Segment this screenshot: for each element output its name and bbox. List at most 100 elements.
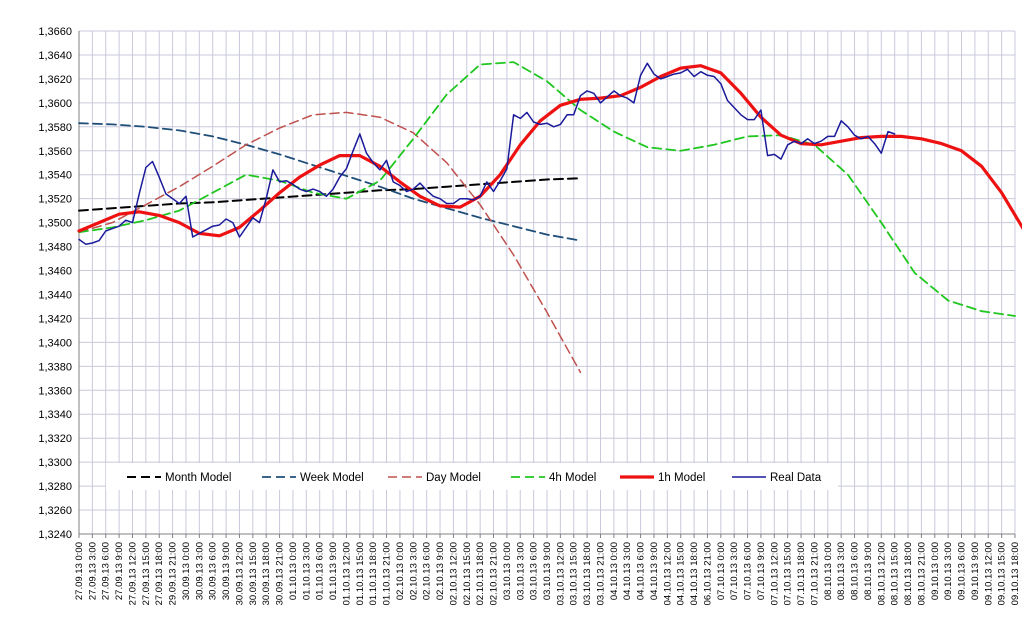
- series-month-model: [78, 177, 582, 212]
- y-axis-ticks: 1,3240 1,3260 1,3280 1,3300 1,3320 1,3340 1,33…: [38, 26, 72, 541]
- x-tick-label: 30.09.13 9:00: [221, 542, 232, 600]
- x-tick-label: 08.10.13 12:00: [876, 542, 887, 605]
- y-tick-label: 1,3260: [38, 505, 72, 517]
- series-real-data: [78, 62, 896, 245]
- x-tick-label: 07.10.13 15:00: [783, 542, 794, 605]
- x-tick-label: 02.10.13 0:00: [395, 542, 406, 600]
- x-tick-label: 07.10.13 6:00: [743, 542, 754, 600]
- x-axis-ticks: 27.09.13 0:00 27.09.13 3:00 27.09.13 6:00 2…: [74, 542, 1021, 605]
- x-tick-label: 07.10.13 12:00: [769, 542, 780, 605]
- x-tick-label: 30.09.13 15:00: [248, 542, 259, 605]
- x-tick-label: 30.09.13 21:00: [275, 542, 286, 605]
- x-tick-label: 30.09.13 0:00: [181, 542, 192, 600]
- legend-label: Day Model: [426, 472, 481, 484]
- x-tick-label: 08.10.13 18:00: [903, 542, 914, 605]
- x-tick-label: 27.09.13 9:00: [114, 542, 125, 600]
- x-tick-label: 01.10.13 9:00: [328, 542, 339, 600]
- plot-frame: [78, 31, 1016, 538]
- x-tick-label: 01.10.13 12:00: [341, 542, 352, 605]
- x-tick-label: 09.10.13 0:00: [930, 542, 941, 600]
- x-tick-label: 02.10.13 15:00: [462, 542, 473, 605]
- x-tick-label: 27.09.13 12:00: [127, 542, 138, 605]
- y-tick-label: 1,3380: [38, 361, 72, 373]
- y-tick-label: 1,3460: [38, 266, 72, 278]
- x-tick-label: 03.10.13 6:00: [529, 542, 540, 600]
- y-tick-label: 1,3520: [38, 194, 72, 206]
- x-tick-label: 03.10.13 21:00: [595, 542, 606, 605]
- x-tick-label: 04.10.13 15:00: [676, 542, 687, 605]
- x-tick-label: 27.09.13 3:00: [87, 542, 98, 600]
- x-tick-label: 09.10.13 18:00: [1010, 542, 1021, 605]
- x-tick-label: 09.10.13 9:00: [970, 542, 981, 600]
- x-tick-label: 08.10.13 0:00: [823, 542, 834, 600]
- legend-label: Month Model: [165, 472, 231, 484]
- y-tick-label: 1,3540: [38, 170, 72, 182]
- x-tick-label: 01.10.13 15:00: [355, 542, 366, 605]
- y-tick-label: 1,3480: [38, 242, 72, 254]
- series-1h-model: [77, 64, 1022, 238]
- y-tick-label: 1,3400: [38, 337, 72, 349]
- y-tick-label: 1,3420: [38, 313, 72, 325]
- legend-label: Real Data: [770, 472, 822, 484]
- legend-label: Week Model: [300, 472, 364, 484]
- x-tick-label: 07.10.13 3:00: [729, 542, 740, 600]
- x-tick-label: 29.09.13 21:00: [168, 542, 179, 605]
- x-tick-label: 04.10.13 12:00: [662, 542, 673, 605]
- x-tick-label: 30.09.13 12:00: [234, 542, 245, 605]
- x-tick-label: 04.10.13 18:00: [689, 542, 700, 605]
- x-tick-label: 02.10.13 12:00: [448, 542, 459, 605]
- y-tick-label: 1,3580: [38, 122, 72, 134]
- x-tick-label: 02.10.13 9:00: [435, 542, 446, 600]
- x-tick-label: 02.10.13 18:00: [475, 542, 486, 605]
- y-tick-label: 1,3280: [38, 481, 72, 493]
- x-tick-label: 01.10.13 3:00: [301, 542, 312, 600]
- x-tick-label: 02.10.13 6:00: [422, 542, 433, 600]
- x-tick-label: 09.10.13 12:00: [983, 542, 994, 605]
- x-tick-label: 27.09.13 15:00: [141, 542, 152, 605]
- x-tick-label: 01.10.13 21:00: [382, 542, 393, 605]
- x-tick-label: 03.10.13 15:00: [569, 542, 580, 605]
- x-tick-label: 07.10.13 0:00: [716, 542, 727, 600]
- x-tick-label: 03.10.13 9:00: [542, 542, 553, 600]
- x-tick-label: 07.10.13 9:00: [756, 542, 767, 600]
- y-tick-label: 1,3600: [38, 98, 72, 110]
- x-tick-label: 27.09.13 18:00: [154, 542, 165, 605]
- x-tick-label: 04.10.13 0:00: [609, 542, 620, 600]
- x-tick-label: 06.10.13 21:00: [702, 542, 713, 605]
- x-tick-label: 30.09.13 18:00: [261, 542, 272, 605]
- x-tick-label: 01.10.13 0:00: [288, 542, 299, 600]
- x-tick-label: 09.10.13 15:00: [997, 542, 1008, 605]
- x-tick-label: 04.10.13 3:00: [622, 542, 633, 600]
- x-tick-label: 08.10.13 9:00: [863, 542, 874, 600]
- y-tick-label: 1,3640: [38, 50, 72, 62]
- y-tick-label: 1,3240: [38, 529, 72, 541]
- x-tick-label: 01.10.13 6:00: [315, 542, 326, 600]
- y-tick-label: 1,3320: [38, 433, 72, 445]
- x-tick-label: 07.10.13 21:00: [809, 542, 820, 605]
- x-tick-label: 27.09.13 6:00: [101, 542, 112, 600]
- x-tick-label: 08.10.13 6:00: [850, 542, 861, 600]
- x-tick-label: 09.10.13 3:00: [943, 542, 954, 600]
- series-day-model: [78, 111, 582, 374]
- y-tick-label: 1,3440: [38, 289, 72, 301]
- x-tick-label: 07.10.13 18:00: [796, 542, 807, 605]
- x-tick-label: 30.09.13 3:00: [194, 542, 205, 600]
- y-tick-label: 1,3660: [38, 26, 72, 38]
- y-tick-label: 1,3300: [38, 457, 72, 469]
- series-week-model: [78, 122, 582, 242]
- x-tick-label: 01.10.13 18:00: [368, 542, 379, 605]
- x-tick-label: 04.10.13 6:00: [636, 542, 647, 600]
- y-tick-label: 1,3620: [38, 74, 72, 86]
- gridlines: [78, 30, 1016, 535]
- legend-background: [106, 463, 838, 490]
- x-tick-label: 03.10.13 18:00: [582, 542, 593, 605]
- x-tick-label: 03.10.13 3:00: [515, 542, 526, 600]
- x-tick-label: 02.10.13 21:00: [489, 542, 500, 605]
- y-tick-label: 1,3340: [38, 409, 72, 421]
- legend-label: 4h Model: [549, 472, 596, 484]
- x-tick-label: 08.10.13 21:00: [916, 542, 927, 605]
- y-tick-label: 1,3360: [38, 385, 72, 397]
- x-tick-label: 09.10.13 6:00: [957, 542, 968, 600]
- x-tick-label: 02.10.13 3:00: [408, 542, 419, 600]
